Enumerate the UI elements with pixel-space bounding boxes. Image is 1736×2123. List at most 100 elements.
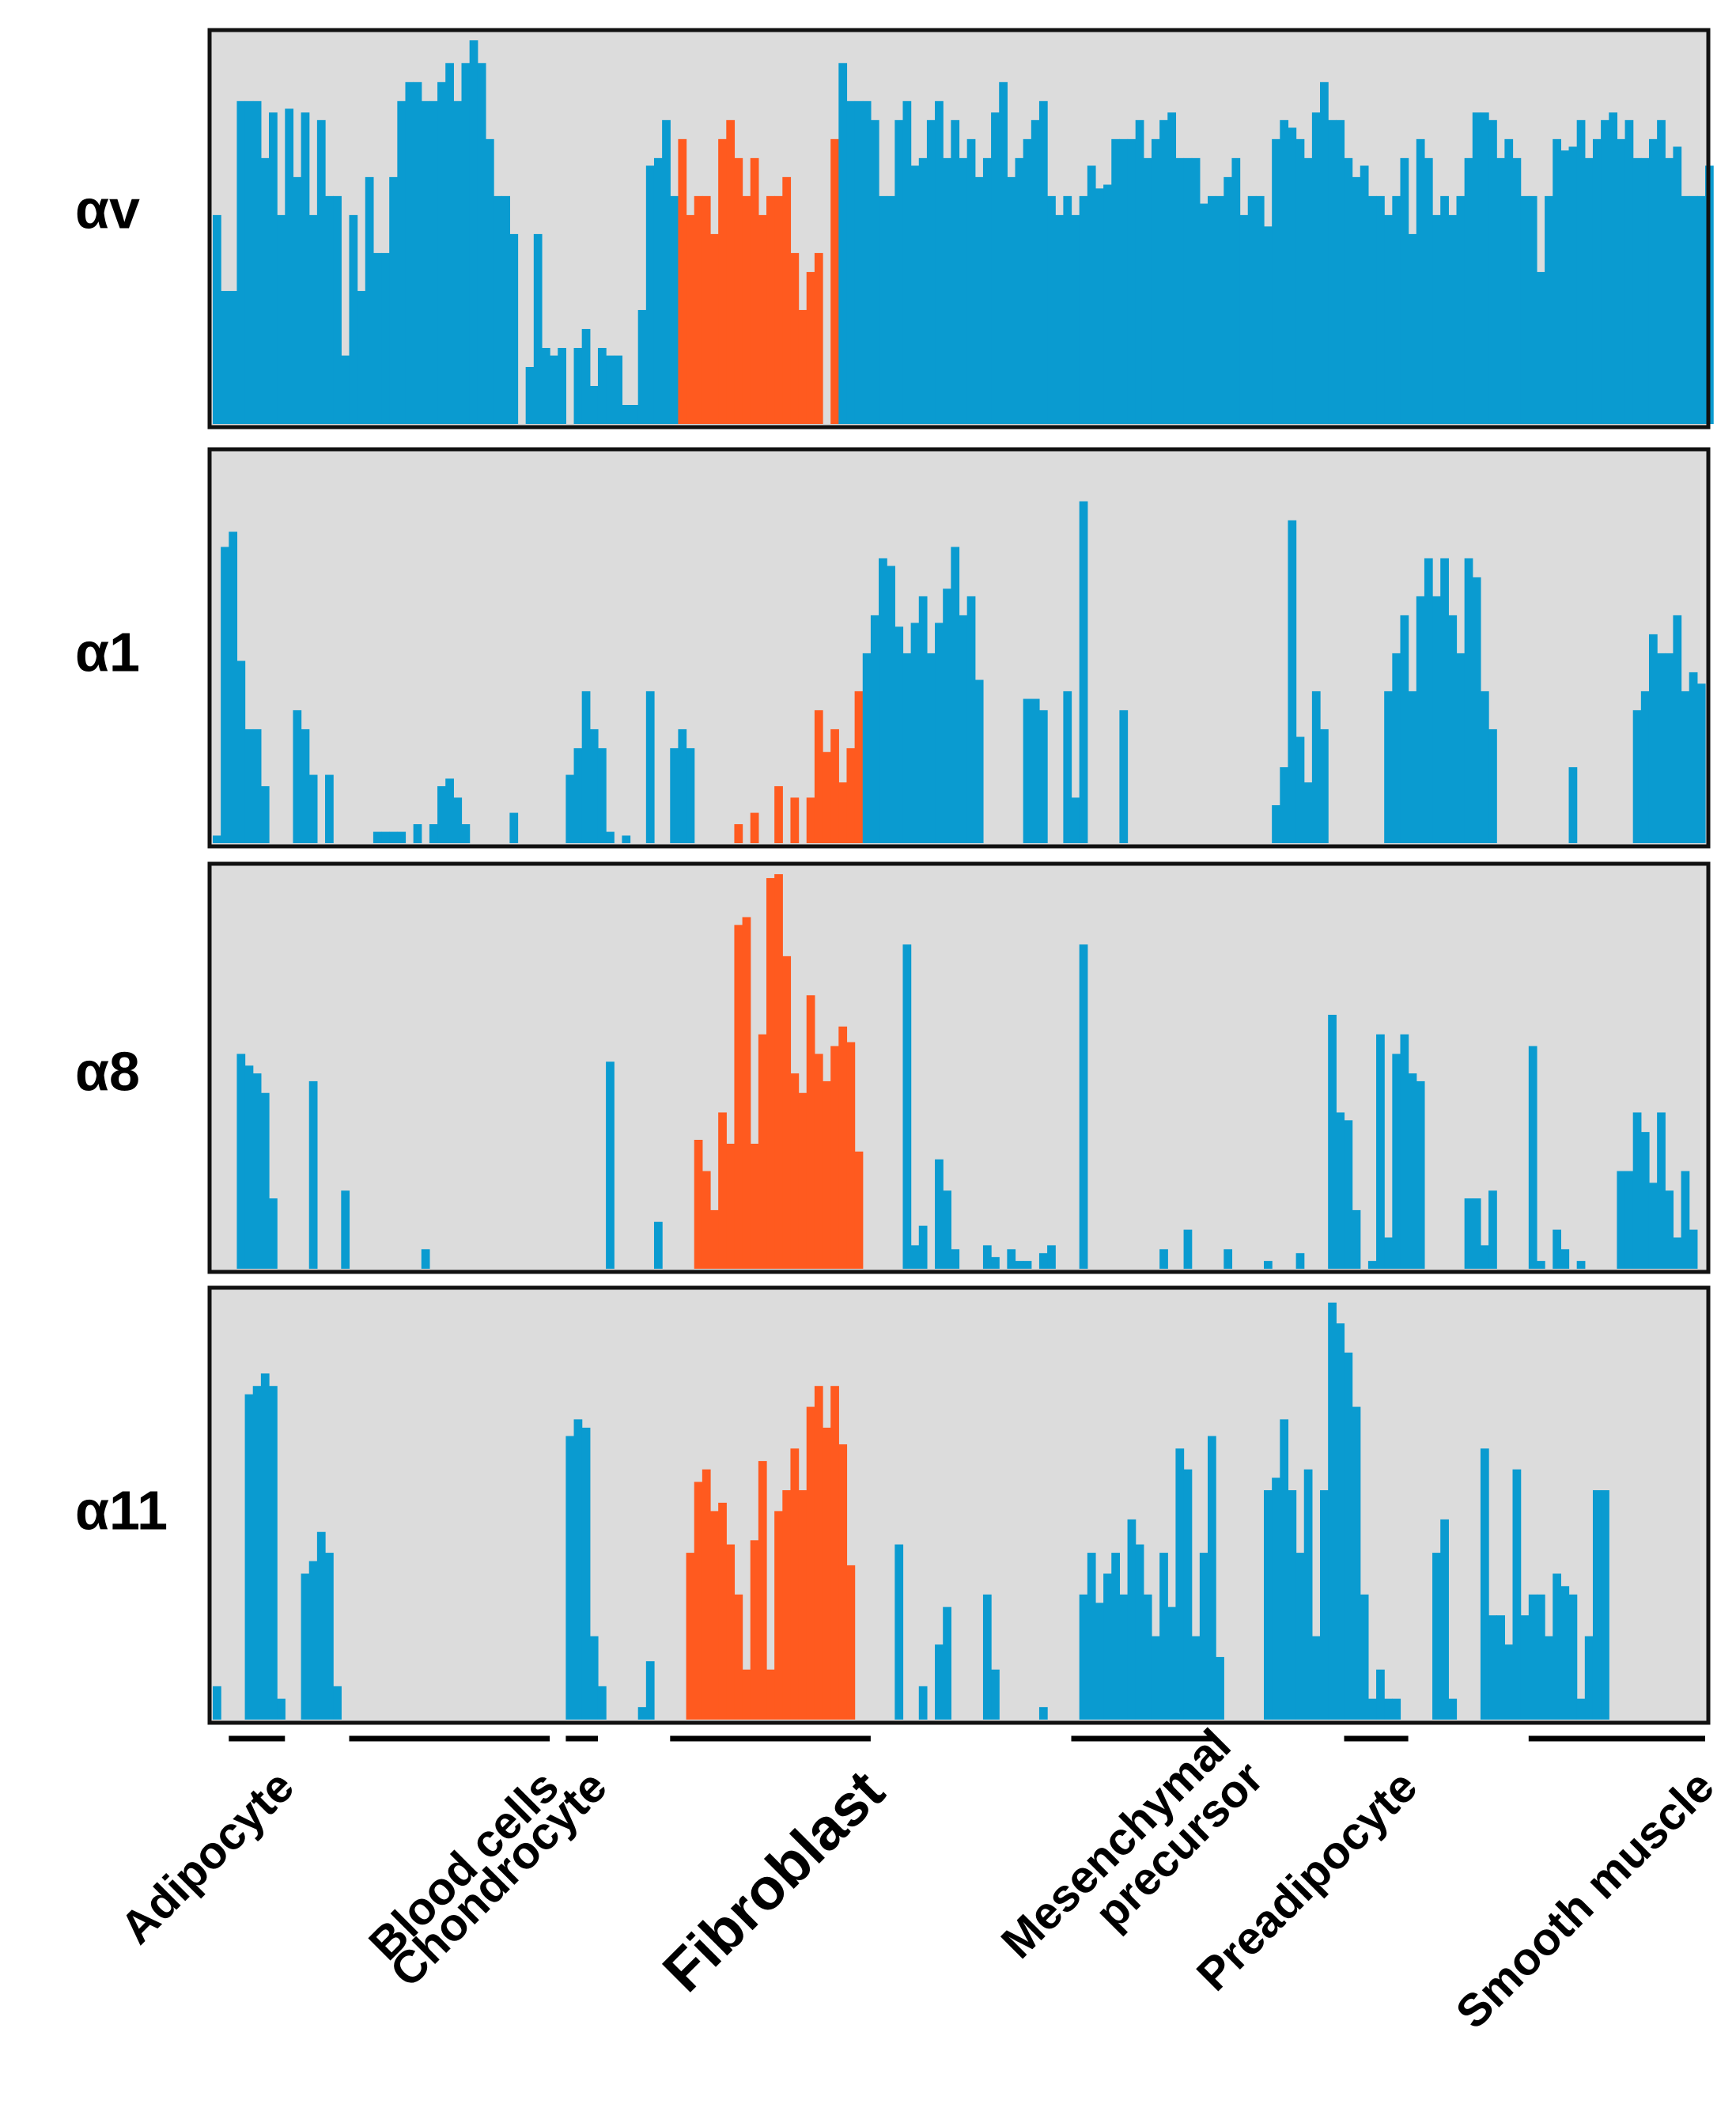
bar [1448, 1698, 1458, 1720]
bar [806, 797, 815, 843]
bar [910, 623, 920, 843]
bar [1601, 119, 1609, 424]
bar [1280, 766, 1289, 843]
bar [333, 195, 342, 424]
bar [918, 157, 928, 425]
bar [750, 1540, 759, 1720]
panel-label: α8 [75, 1040, 140, 1102]
bar [260, 1092, 270, 1269]
bar [1520, 195, 1530, 424]
bar [1480, 691, 1489, 843]
bar [823, 1427, 831, 1720]
bar [1135, 1544, 1144, 1720]
bar [1689, 1229, 1698, 1269]
bar [678, 728, 687, 843]
bar [429, 100, 438, 424]
bar [758, 1034, 767, 1269]
bar [1303, 157, 1313, 425]
bar [1384, 1237, 1393, 1269]
bar [477, 62, 486, 424]
bar [1512, 157, 1522, 425]
bar [1440, 558, 1449, 843]
bar [1424, 558, 1433, 843]
bar [293, 710, 302, 843]
bar [1673, 615, 1682, 843]
bar [838, 782, 848, 843]
bar [509, 812, 519, 843]
bar [565, 1436, 575, 1720]
bar [1079, 944, 1088, 1269]
bar [381, 252, 390, 424]
bar [236, 100, 246, 424]
bar [325, 774, 334, 843]
bar [381, 831, 390, 843]
bar [1151, 138, 1160, 424]
bar [798, 309, 807, 424]
bar [469, 40, 478, 424]
bar [453, 100, 463, 424]
bar [1038, 1253, 1048, 1269]
bar [1384, 691, 1393, 843]
bar [325, 1553, 334, 1720]
bar [1119, 138, 1129, 424]
bar [1609, 112, 1618, 425]
bar [862, 100, 872, 424]
bar [1488, 728, 1497, 843]
bar [1432, 1553, 1441, 1720]
bar [1352, 1209, 1361, 1269]
bar [1007, 1249, 1016, 1269]
bar [1303, 1469, 1313, 1720]
bar [1488, 1190, 1497, 1269]
bar [581, 1427, 591, 1720]
bar [823, 751, 831, 843]
bar [1264, 1490, 1273, 1720]
bar [1617, 138, 1626, 424]
bar [1183, 157, 1193, 425]
bar [1360, 165, 1369, 424]
bar [758, 214, 767, 424]
bar [1504, 1644, 1514, 1720]
bar [1632, 710, 1642, 843]
bar [653, 157, 663, 425]
bar [830, 728, 839, 843]
bar [1336, 1112, 1345, 1269]
bar [702, 1469, 711, 1720]
bar [1111, 1553, 1121, 1720]
bar [405, 81, 414, 424]
bar [1408, 1073, 1417, 1269]
bar [982, 157, 992, 425]
bar [1015, 1261, 1024, 1269]
bar [213, 214, 221, 424]
bar [838, 1026, 848, 1269]
bar [1328, 119, 1337, 424]
bar [1031, 698, 1040, 843]
bar [750, 812, 759, 843]
bar [1496, 1615, 1505, 1720]
bar [614, 355, 623, 424]
bar [1432, 214, 1441, 424]
bar [1400, 615, 1409, 843]
panel-frame [207, 1285, 1711, 1725]
bar [573, 1419, 583, 1720]
bar [694, 1140, 703, 1269]
bar [1328, 1014, 1337, 1269]
bar [1191, 157, 1201, 425]
bar [838, 1444, 848, 1720]
bar [718, 138, 727, 424]
bar [1295, 736, 1305, 843]
panel-label: α11 [75, 1479, 168, 1541]
bar [894, 626, 904, 843]
bar [252, 1386, 262, 1720]
bar [1392, 195, 1401, 424]
bar [1047, 195, 1056, 424]
bar [782, 956, 792, 1269]
bar [1352, 176, 1361, 424]
bar [244, 728, 254, 843]
bar [1247, 195, 1257, 424]
bar [854, 691, 864, 843]
panel-frame [207, 861, 1711, 1274]
bar [1183, 1229, 1193, 1269]
bar [1272, 804, 1280, 843]
bar [935, 1644, 944, 1720]
bar [1208, 195, 1216, 424]
